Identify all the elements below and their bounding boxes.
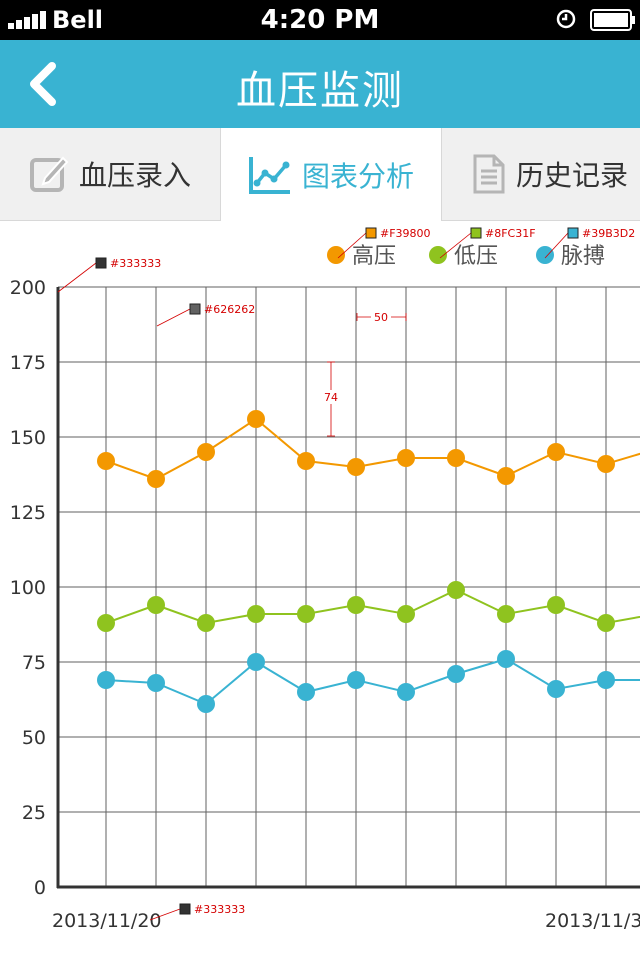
data-point [147,674,165,692]
data-point [247,410,265,428]
y-tick-label: 200 [10,277,46,299]
clock: 4:20 PM [260,5,380,35]
nav-bar: 血压监测 [0,40,640,128]
data-point [397,683,415,701]
data-point [147,596,165,614]
data-point [497,467,515,485]
back-button[interactable] [18,60,68,108]
tab-label: 图表分析 [301,159,414,193]
annotation-measure-bg [322,390,340,404]
legend-marker [327,246,345,264]
legend-label: 脉搏 [561,244,605,269]
legend-label: 高压 [352,244,396,269]
line-chart-icon [248,156,290,194]
data-point [397,449,415,467]
bp-line-chart: 0 25 50 75 100 125 150 175 200 2013/11/20 2013/11/… [10,227,640,932]
x-tick-label: 2013/11/20 [52,910,162,932]
data-point [547,680,565,698]
chart-series [97,410,640,713]
data-point [247,605,265,623]
annotation-leader [439,232,472,259]
page-title: 血压监测 [236,68,404,114]
tab-chart-analysis[interactable]: 图表分析 [220,128,442,221]
annotation-spacing-y: 74 [324,391,338,404]
status-bar: Bell 4:20 PM [0,0,640,40]
data-point [247,653,265,671]
annotation-spacing-x: 50 [374,311,388,324]
data-point [497,650,515,668]
data-point [447,449,465,467]
data-point [447,581,465,599]
annotation-leader [156,308,191,327]
annotation-swatch [95,257,107,269]
x-tick-label: 2013/11/3 [545,910,640,932]
y-tick-label: 25 [22,802,46,824]
annotation-swatch [179,903,191,915]
legend-label: 低压 [454,244,498,269]
annotation-swatch [189,303,201,315]
legend-marker [429,246,447,264]
battery-icon [590,9,635,31]
data-point [597,671,615,689]
annotation-grid-color: #626262 [204,303,255,316]
data-point [97,452,115,470]
edit-icon [29,156,69,192]
data-point [397,605,415,623]
annotation-leader [149,908,181,921]
y-tick-label: 0 [34,877,46,899]
data-point [97,614,115,632]
annotation-high-color: #F39800 [380,227,431,240]
tab-label: 血压录入 [78,159,191,192]
design-annotations: #F39800 #8FC31F #39B3D2 #333333 #626262 #3333… [57,227,635,921]
annotation-leader [544,232,569,259]
y-tick-label: 125 [10,502,46,524]
data-point [447,665,465,683]
annotation-axis-color-y: #333333 [110,257,161,270]
data-point [547,596,565,614]
data-point [197,614,215,632]
signal-strength-icon [8,11,48,29]
tab-label: 历史记录 [515,159,628,192]
data-point [197,695,215,713]
annotation-pulse-color: #39B3D2 [582,227,635,240]
data-point [347,596,365,614]
y-tick-label: 75 [22,652,46,674]
data-point [197,443,215,461]
chevron-left-icon [30,62,56,106]
annotation-axis-color-x: #333333 [194,903,245,916]
annotation-leader [337,232,367,259]
data-point [297,452,315,470]
annotation-swatch [567,227,579,239]
carrier-name: Bell [52,6,104,34]
data-point [297,605,315,623]
data-point [547,443,565,461]
data-point [497,605,515,623]
data-point [97,671,115,689]
annotation-low-color: #8FC31F [485,227,536,240]
alarm-clock-icon [556,9,576,29]
data-point [347,671,365,689]
annotation-leader [57,262,97,293]
y-tick-label: 100 [10,577,46,599]
chart-legend: 高压 低压 脉搏 [327,244,605,269]
y-tick-label: 175 [10,352,46,374]
data-point [297,683,315,701]
annotation-measure-bg [371,310,391,324]
tab-bp-entry[interactable]: 血压录入 [0,128,220,220]
y-tick-label: 50 [22,727,46,749]
chart-grid [58,286,640,887]
y-tick-label: 150 [10,427,46,449]
data-point [597,455,615,473]
document-icon [473,154,505,194]
tab-history[interactable]: 历史记录 [440,128,640,220]
data-point [347,458,365,476]
data-point [147,470,165,488]
legend-marker [536,246,554,264]
annotation-swatch [365,227,377,239]
annotation-swatch [470,227,482,239]
chart-axes: 0 25 50 75 100 125 150 175 200 2013/11/20 2013/11/… [10,277,640,932]
tab-bar: 血压录入 图表分析 历史记录 [0,128,640,221]
data-point [597,614,615,632]
